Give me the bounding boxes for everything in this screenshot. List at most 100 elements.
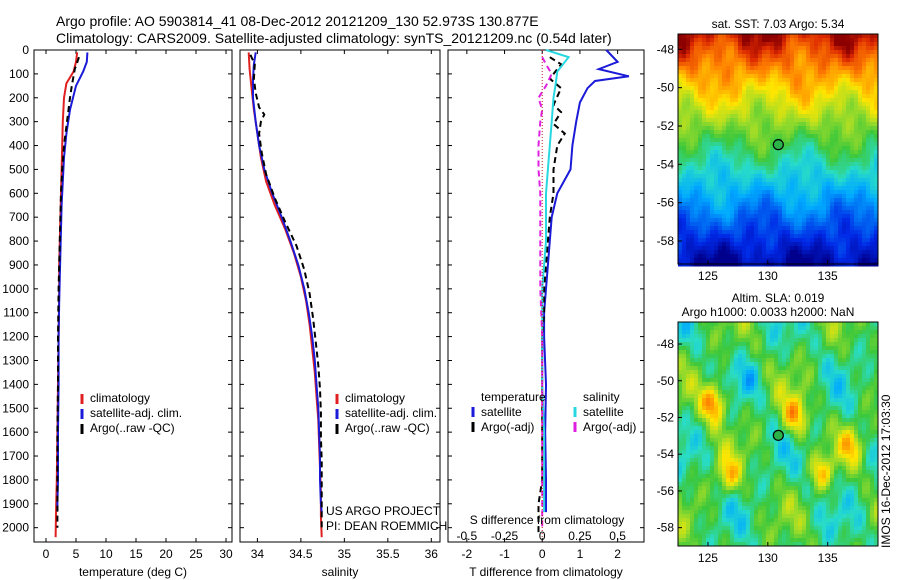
map-cell xyxy=(742,478,747,483)
map-cell xyxy=(782,66,787,71)
map-cell xyxy=(826,170,831,175)
map-cell xyxy=(778,390,783,395)
map-cell xyxy=(706,334,711,339)
map-cell xyxy=(794,70,799,75)
map-cell xyxy=(758,118,763,123)
map-cell xyxy=(686,466,691,471)
map-cell xyxy=(762,222,767,227)
map-cell xyxy=(694,214,699,219)
map-cell xyxy=(770,330,775,335)
map-cell xyxy=(790,118,795,123)
map-cell xyxy=(854,90,859,95)
map-cell xyxy=(706,354,711,359)
map-cell xyxy=(766,158,771,163)
map-cell xyxy=(842,62,847,67)
map-cell xyxy=(758,166,763,171)
map-cell xyxy=(798,70,803,75)
map-cell xyxy=(846,214,851,219)
map-cell xyxy=(718,330,723,335)
map-cell xyxy=(706,342,711,347)
map-cell xyxy=(738,238,743,243)
map-cell xyxy=(838,230,843,235)
map-cell xyxy=(830,182,835,187)
map-cell xyxy=(702,534,707,539)
map-cell xyxy=(810,46,815,51)
map-cell xyxy=(774,126,779,131)
map-cell xyxy=(794,370,799,375)
map-cell xyxy=(758,470,763,475)
map-cell xyxy=(722,58,727,63)
map-cell xyxy=(862,146,867,151)
map-cell xyxy=(766,474,771,479)
map-cell xyxy=(790,462,795,467)
map-cell xyxy=(810,42,815,47)
map-cell xyxy=(702,126,707,131)
map-cell xyxy=(838,174,843,179)
map-cell xyxy=(690,154,695,159)
map-cell xyxy=(846,154,851,159)
map-cell xyxy=(690,334,695,339)
map-cell xyxy=(846,74,851,79)
map-cell xyxy=(730,34,735,39)
map-cell xyxy=(690,206,695,211)
map-cell xyxy=(766,538,771,543)
map-cell xyxy=(858,54,863,59)
map-cell xyxy=(834,174,839,179)
map-cell xyxy=(734,542,739,547)
map-cell xyxy=(746,118,751,123)
map-cell xyxy=(758,122,763,127)
map-cell xyxy=(866,206,871,211)
map-cell xyxy=(718,66,723,71)
map-cell xyxy=(718,426,723,431)
map-cell xyxy=(746,430,751,435)
map-cell xyxy=(738,502,743,507)
map-cell xyxy=(814,158,819,163)
y-tick-label: 1800 xyxy=(2,473,29,487)
map-cell xyxy=(754,234,759,239)
map-cell xyxy=(786,354,791,359)
map-cell xyxy=(762,62,767,67)
map-cell xyxy=(822,90,827,95)
map-cell xyxy=(726,38,731,43)
map-cell xyxy=(778,334,783,339)
map-cell xyxy=(710,454,715,459)
map-cell xyxy=(738,470,743,475)
map-cell xyxy=(778,534,783,539)
map-cell xyxy=(770,78,775,83)
map-cell xyxy=(778,530,783,535)
map-cell xyxy=(750,130,755,135)
map-cell xyxy=(802,134,807,139)
map-cell xyxy=(718,250,723,255)
map-cell xyxy=(718,390,723,395)
map-cell xyxy=(858,186,863,191)
map-cell xyxy=(734,186,739,191)
map-cell xyxy=(842,66,847,71)
map-cell xyxy=(726,114,731,119)
map-cell xyxy=(802,70,807,75)
map-cell xyxy=(758,210,763,215)
map-cell xyxy=(846,70,851,75)
map-cell xyxy=(690,186,695,191)
map-cell xyxy=(706,382,711,387)
map-cell xyxy=(682,486,687,491)
map-cell xyxy=(754,402,759,407)
map-cell xyxy=(782,114,787,119)
map-cell xyxy=(778,102,783,107)
map-cell xyxy=(874,226,879,231)
map-cell xyxy=(698,202,703,207)
map-cell xyxy=(686,246,691,251)
map-cell xyxy=(738,138,743,143)
map-cell xyxy=(702,210,707,215)
map-cell xyxy=(726,414,731,419)
map-cell xyxy=(810,182,815,187)
map-cell xyxy=(850,198,855,203)
map-cell xyxy=(806,206,811,211)
map-cell xyxy=(774,414,779,419)
map-cell xyxy=(706,470,711,475)
map-cell xyxy=(682,390,687,395)
map-cell xyxy=(706,406,711,411)
map-cell xyxy=(846,114,851,119)
map-cell xyxy=(826,70,831,75)
map-cell xyxy=(678,422,683,427)
map-cell xyxy=(786,542,791,547)
